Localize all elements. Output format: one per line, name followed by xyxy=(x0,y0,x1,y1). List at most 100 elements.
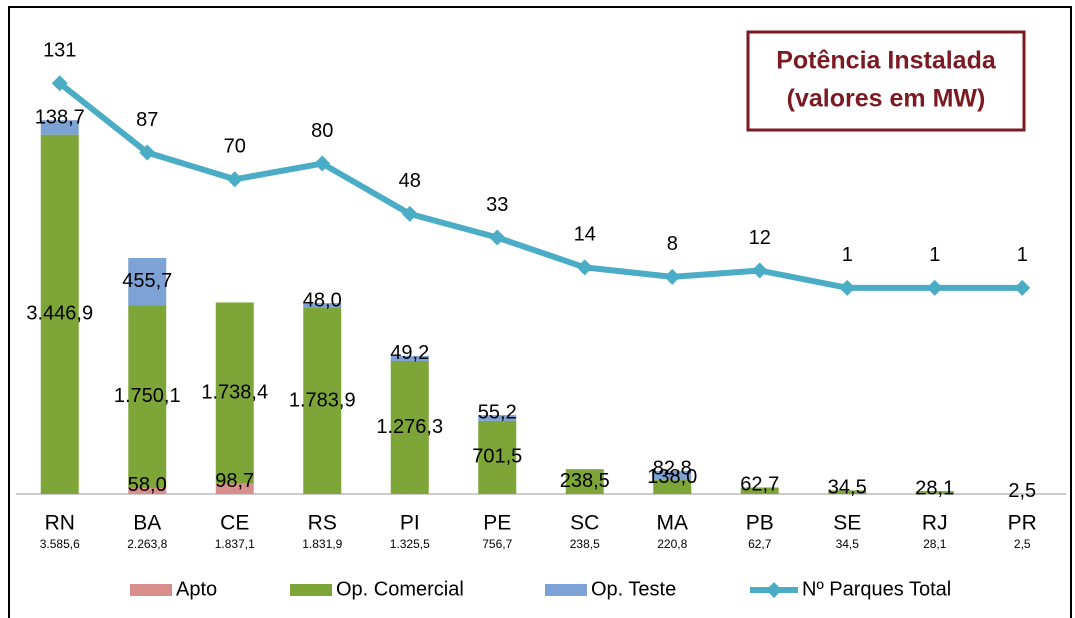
line-series xyxy=(57,80,1023,291)
data-label: 455,7 xyxy=(122,270,172,292)
data-label: 1.750,1 xyxy=(114,385,181,407)
data-label: 1.738,4 xyxy=(201,381,268,403)
line-data-label: 1 xyxy=(1017,244,1028,266)
bar-segment xyxy=(128,305,167,488)
line-data-label: 80 xyxy=(311,120,333,142)
line-data-label: 14 xyxy=(574,224,596,246)
line-data-label: 33 xyxy=(486,194,508,216)
bar-segment xyxy=(565,469,604,494)
data-label: 138,7 xyxy=(35,106,85,128)
x-tick-label: MA xyxy=(657,512,689,535)
total-label: 238,5 xyxy=(570,537,600,551)
line-marker xyxy=(839,279,856,296)
bar-segment xyxy=(478,415,517,421)
legend-label: Nº Parques Total xyxy=(802,578,951,600)
bar-segment xyxy=(128,257,167,306)
line-marker xyxy=(226,171,243,188)
bar-segment xyxy=(740,487,779,494)
title-box xyxy=(746,30,1026,132)
line-data-label: 70 xyxy=(224,136,246,158)
line-marker xyxy=(401,205,418,222)
line-data-label: 8 xyxy=(667,233,678,255)
x-tick-label: CE xyxy=(220,512,249,535)
data-label: 1.783,9 xyxy=(289,389,356,411)
x-tick-label: RS xyxy=(308,512,337,535)
bar-segment xyxy=(40,134,79,494)
legend-swatch-marker xyxy=(766,582,782,598)
bar-segment xyxy=(653,479,692,494)
data-label: 238,5 xyxy=(560,470,610,492)
legend-label: Op. Teste xyxy=(591,578,676,600)
line-marker xyxy=(1014,279,1031,296)
bar-segment xyxy=(390,360,429,494)
data-label: 34,5 xyxy=(828,477,867,499)
line-marker xyxy=(751,262,768,279)
line-data-label: 87 xyxy=(136,109,158,131)
line-data-label: 12 xyxy=(749,227,771,249)
data-label: 82,8 xyxy=(653,457,692,479)
data-label: 701,5 xyxy=(472,446,522,468)
total-label: 2,5 xyxy=(1014,537,1031,551)
legend-swatch xyxy=(130,584,172,596)
data-label: 58,0 xyxy=(128,474,167,496)
line-marker xyxy=(139,144,156,161)
line-marker xyxy=(314,155,331,172)
x-tick-label: BA xyxy=(133,512,161,535)
bar-segment xyxy=(215,483,254,494)
legend-swatch xyxy=(545,584,587,596)
line-data-label: 48 xyxy=(399,170,421,192)
total-label: 220,8 xyxy=(657,537,687,551)
x-tick-label: PI xyxy=(400,512,420,535)
bar-segment xyxy=(303,308,342,494)
data-label: 98,7 xyxy=(215,470,254,492)
total-label: 756,7 xyxy=(482,537,512,551)
data-label: 138,0 xyxy=(647,466,697,488)
data-label: 2,5 xyxy=(1008,480,1036,502)
data-label: 55,2 xyxy=(478,401,517,423)
data-label: 3.446,9 xyxy=(26,303,93,325)
data-label: 48,0 xyxy=(303,289,342,311)
bar-segment xyxy=(215,302,254,484)
data-label: 62,7 xyxy=(740,474,779,496)
bar-segment xyxy=(915,491,954,494)
bar-segment xyxy=(390,355,429,361)
total-label: 1.325,5 xyxy=(390,537,430,551)
total-label: 28,1 xyxy=(923,537,947,551)
x-tick-label: PE xyxy=(483,512,511,535)
total-label: 1.831,9 xyxy=(302,537,342,551)
line-marker xyxy=(489,229,506,246)
bar-segment xyxy=(653,470,692,480)
x-tick-label: PB xyxy=(746,512,774,535)
legend-swatch xyxy=(290,584,332,596)
bar-segment xyxy=(828,490,867,494)
chart-subtitle: (valores em MW) xyxy=(787,85,986,113)
line-marker xyxy=(576,259,593,276)
bar-segment xyxy=(40,120,79,135)
bar-segment xyxy=(128,487,167,494)
total-label: 3.585,6 xyxy=(40,537,80,551)
legend-label: Apto xyxy=(176,578,217,600)
line-marker xyxy=(664,268,681,285)
data-label: 1.276,3 xyxy=(376,416,443,438)
legend-label: Op. Comercial xyxy=(336,578,464,600)
total-label: 34,5 xyxy=(836,537,860,551)
bar-segment xyxy=(303,303,342,309)
total-label: 62,7 xyxy=(748,537,772,551)
total-label: 1.837,1 xyxy=(215,537,255,551)
line-data-label: 1 xyxy=(929,244,940,266)
bar-segment xyxy=(478,420,517,494)
line-data-label: 1 xyxy=(842,244,853,266)
x-tick-label: SE xyxy=(833,512,861,535)
data-label: 28,1 xyxy=(915,477,954,499)
x-tick-label: RJ xyxy=(922,512,948,535)
total-label: 2.263,8 xyxy=(127,537,167,551)
chart-title: Potência Instalada xyxy=(776,47,997,75)
x-tick-label: SC xyxy=(570,512,599,535)
line-marker xyxy=(51,75,68,92)
line-marker xyxy=(926,279,943,296)
data-label: 49,2 xyxy=(390,342,429,364)
x-tick-label: PR xyxy=(1008,512,1037,535)
line-data-label: 131 xyxy=(43,40,76,62)
x-tick-label: RN xyxy=(45,512,75,535)
